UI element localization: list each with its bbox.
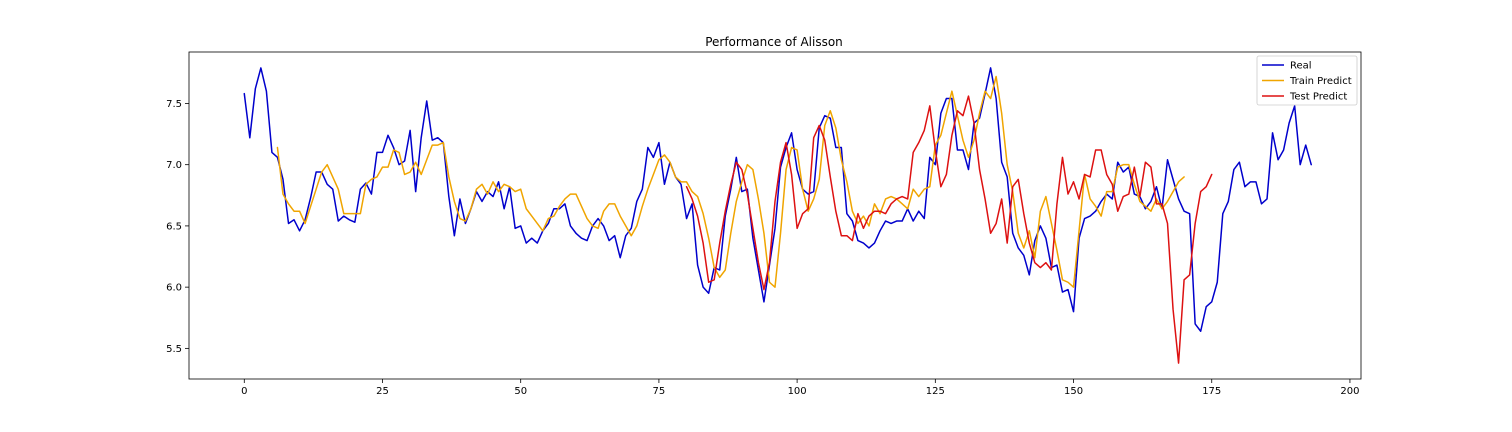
series-line-real [243, 67, 1312, 332]
plot-area-frame [188, 51, 1362, 380]
x-tick-label: 125 [926, 386, 945, 397]
series-line-train-predict [276, 75, 1185, 288]
y-tick-label: 7.5 [166, 99, 182, 110]
legend-label-real: Real [1290, 61, 1312, 72]
legend: Real Train Predict Test Predict [1256, 55, 1358, 106]
x-tick-label: 100 [788, 386, 807, 397]
x-tick-label: 50 [514, 386, 527, 397]
x-tick-label: 25 [376, 386, 389, 397]
axis-ticks: 0 25 50 75 100 125 150 175 200 5.5 6.0 6.5 7.0 7.5 [166, 99, 1359, 397]
x-tick-label: 200 [1340, 386, 1359, 397]
series-line-test-predict [685, 95, 1213, 364]
legend-box [1256, 55, 1358, 106]
x-tick-label: 0 [241, 386, 247, 397]
y-tick-label: 6.0 [166, 283, 182, 294]
x-tick-label: 150 [1064, 386, 1083, 397]
legend-label-train-predict: Train Predict [1289, 76, 1352, 87]
chart-title: Performance of Alisson [705, 35, 843, 49]
y-tick-label: 5.5 [166, 344, 182, 355]
legend-label-test-predict: Test Predict [1289, 92, 1347, 103]
x-tick-label: 175 [1202, 386, 1221, 397]
series-lines [243, 67, 1312, 364]
x-tick-label: 75 [653, 386, 666, 397]
y-tick-label: 7.0 [166, 160, 182, 171]
y-tick-label: 6.5 [166, 221, 182, 232]
